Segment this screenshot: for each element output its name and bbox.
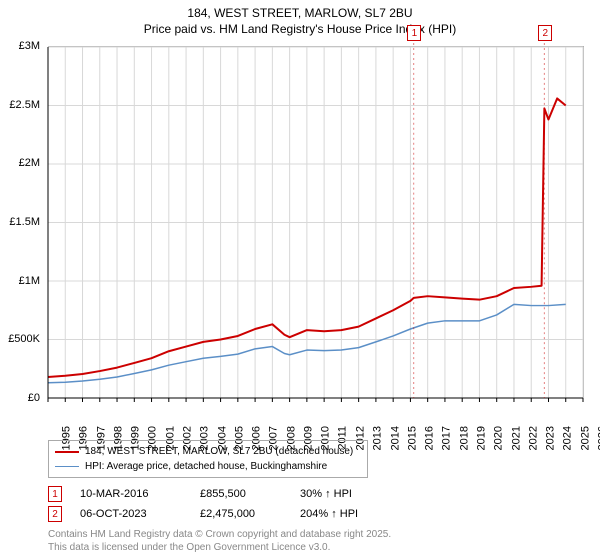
y-tick-label: £2M <box>19 157 40 169</box>
x-tick-label: 2025 <box>579 426 591 450</box>
sale-date: 06-OCT-2023 <box>80 508 200 520</box>
legend-swatch <box>55 466 79 468</box>
chart-svg <box>48 47 583 398</box>
legend-box: 184, WEST STREET, MARLOW, SL7 2BU (detac… <box>48 440 368 478</box>
legend-item: 184, WEST STREET, MARLOW, SL7 2BU (detac… <box>55 444 361 459</box>
title-address: 184, WEST STREET, MARLOW, SL7 2BU <box>0 6 600 22</box>
legend-label: 184, WEST STREET, MARLOW, SL7 2BU (detac… <box>85 444 353 459</box>
y-tick-label: £1.5M <box>9 216 40 228</box>
sale-row-marker: 1 <box>48 486 62 502</box>
x-tick-label: 2019 <box>475 426 487 450</box>
footer-line2: This data is licensed under the Open Gov… <box>48 541 391 554</box>
x-tick-label: 2020 <box>493 426 505 450</box>
title-subtitle: Price paid vs. HM Land Registry's House … <box>0 22 600 38</box>
legend-item: HPI: Average price, detached house, Buck… <box>55 459 361 474</box>
sale-row: 2 06-OCT-2023£2,475,000204% ↑ HPI <box>48 504 400 524</box>
legend-label: HPI: Average price, detached house, Buck… <box>85 459 327 474</box>
sale-pct: 204% ↑ HPI <box>300 508 400 520</box>
y-tick-label: £3M <box>19 40 40 52</box>
sale-date: 10-MAR-2016 <box>80 488 200 500</box>
sale-row: 1 10-MAR-2016£855,50030% ↑ HPI <box>48 484 400 504</box>
sale-price: £855,500 <box>200 488 300 500</box>
sale-pct: 30% ↑ HPI <box>300 488 400 500</box>
chart-container: 184, WEST STREET, MARLOW, SL7 2BU Price … <box>0 0 600 560</box>
x-tick-label: 2014 <box>389 426 401 450</box>
y-tick-label: £500K <box>8 333 40 345</box>
x-tick-label: 2026 <box>596 426 600 450</box>
footer-attribution: Contains HM Land Registry data © Crown c… <box>48 528 391 554</box>
x-tick-label: 2016 <box>424 426 436 450</box>
x-tick-label: 2018 <box>458 426 470 450</box>
x-tick-label: 2013 <box>372 426 384 450</box>
x-tick-label: 2021 <box>510 426 522 450</box>
footer-line1: Contains HM Land Registry data © Crown c… <box>48 528 391 541</box>
legend-swatch <box>55 451 79 453</box>
y-axis-labels: £0£500K£1M£1.5M£2M£2.5M£3M <box>0 46 44 398</box>
title-block: 184, WEST STREET, MARLOW, SL7 2BU Price … <box>0 0 600 37</box>
x-tick-label: 2024 <box>562 426 574 450</box>
sale-row-marker: 2 <box>48 506 62 522</box>
grid-group <box>48 47 583 398</box>
sale-marker-1: 1 <box>407 25 421 41</box>
y-tick-label: £0 <box>28 392 40 404</box>
y-tick-label: £2.5M <box>9 99 40 111</box>
chart-area: 12 <box>48 46 584 398</box>
sales-table: 1 10-MAR-2016£855,50030% ↑ HPI 2 06-OCT-202… <box>48 484 400 524</box>
sale-price: £2,475,000 <box>200 508 300 520</box>
x-axis-labels: 1995199619971998199920002001200220032004… <box>48 400 584 440</box>
x-tick-label: 2022 <box>527 426 539 450</box>
sale-marker-2: 2 <box>538 25 552 41</box>
x-tick-label: 2023 <box>545 426 557 450</box>
y-tick-label: £1M <box>19 275 40 287</box>
x-tick-label: 2017 <box>441 426 453 450</box>
x-tick-label: 2015 <box>406 426 418 450</box>
